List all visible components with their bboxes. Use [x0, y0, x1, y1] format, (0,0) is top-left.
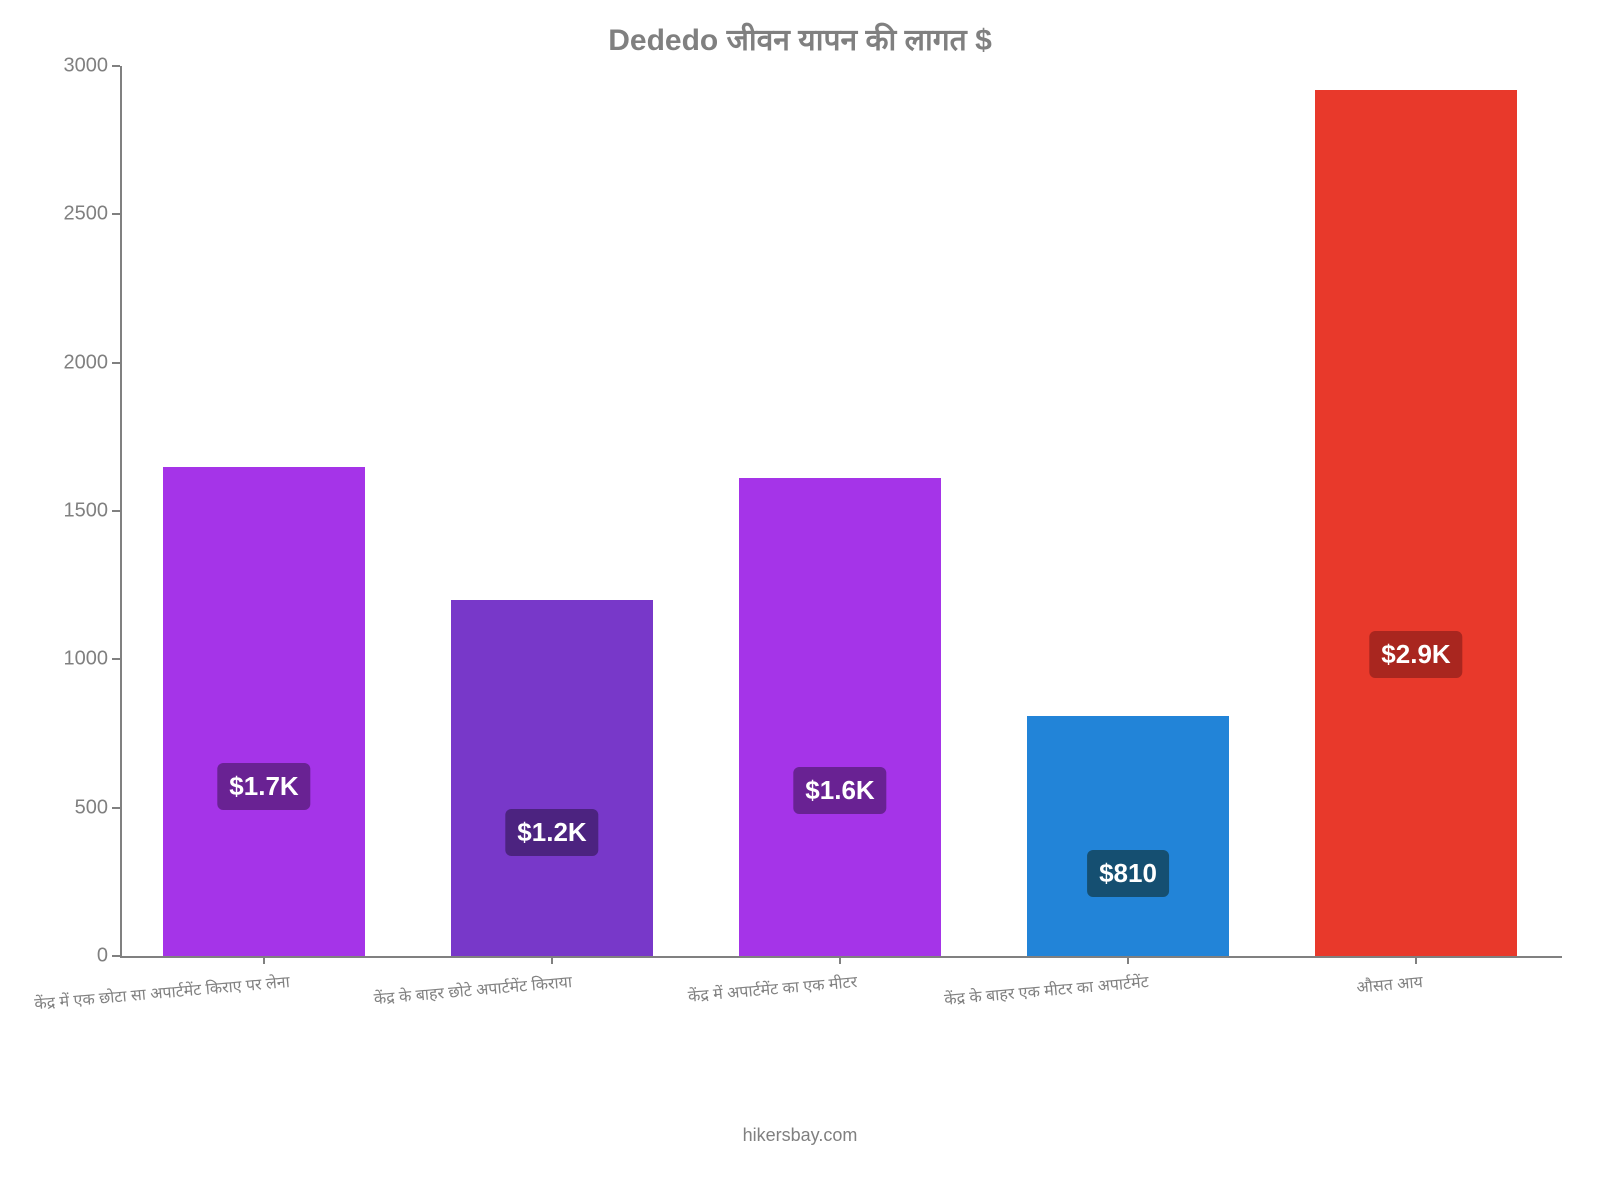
y-tick-mark	[112, 510, 120, 512]
x-category-label: औसत आय	[1356, 970, 1424, 998]
bar-value-label: $1.6K	[793, 767, 886, 814]
bar-value-label: $1.2K	[505, 809, 598, 856]
y-tick-label: 0	[18, 945, 108, 968]
y-tick-mark	[112, 362, 120, 364]
bar	[451, 600, 653, 956]
y-tick-label: 1000	[18, 648, 108, 671]
bar-value-label: $1.7K	[217, 763, 310, 810]
x-category-label: केंद्र के बाहर छोटे अपार्टमेंट किराया	[373, 970, 573, 1009]
x-tick-mark	[1127, 956, 1129, 964]
y-tick-label: 500	[18, 796, 108, 819]
x-category-label: केंद्र के बाहर एक मीटर का अपार्टमेंट	[943, 970, 1149, 1010]
y-tick-mark	[112, 213, 120, 215]
x-tick-mark	[551, 956, 553, 964]
bar-value-label: $2.9K	[1369, 631, 1462, 678]
x-tick-mark	[263, 956, 265, 964]
bar-value-label: $810	[1087, 850, 1169, 897]
bar	[1315, 90, 1517, 956]
x-tick-mark	[1415, 956, 1417, 964]
y-tick-label: 3000	[18, 55, 108, 78]
y-tick-mark	[112, 807, 120, 809]
x-category-label: केंद्र में अपार्टमेंट का एक मीटर	[687, 970, 858, 1007]
bar	[1027, 716, 1229, 956]
chart-title: Dededo जीवन यापन की लागत $	[0, 18, 1600, 59]
x-category-label: केंद्र में एक छोटा सा अपार्टमेंट किराए प…	[33, 970, 290, 1014]
y-tick-label: 1500	[18, 500, 108, 523]
bar	[163, 467, 365, 957]
footer-credit: hikersbay.com	[0, 1125, 1600, 1146]
bar	[739, 478, 941, 956]
x-tick-mark	[839, 956, 841, 964]
y-tick-label: 2000	[18, 351, 108, 374]
y-tick-mark	[112, 65, 120, 67]
y-tick-label: 2500	[18, 203, 108, 226]
y-tick-mark	[112, 955, 120, 957]
chart-container: Dededo जीवन यापन की लागत $ 0 500 1000 1500 2…	[0, 0, 1600, 1200]
y-tick-mark	[112, 658, 120, 660]
